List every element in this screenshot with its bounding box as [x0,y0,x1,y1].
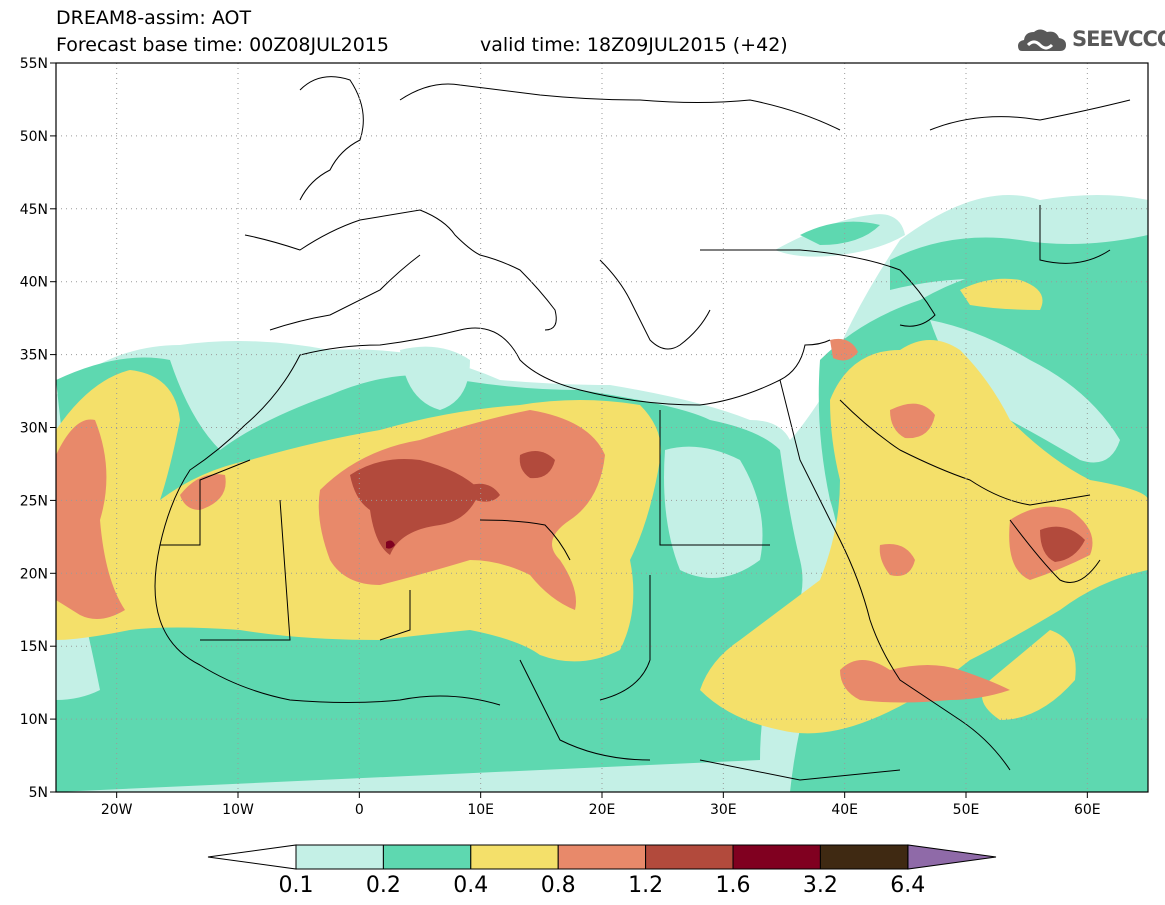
colorbar-swatch [645,844,734,870]
grid-lines [56,63,1148,792]
colorbar-swatch [557,844,647,870]
lon-label: 20W [101,802,133,818]
colorbar-level-label: 0.1 [279,873,314,898]
colorbar-swatch [819,844,909,870]
colorbar-swatch [382,844,472,870]
colorbar: 0.1 0.2 0.4 0.8 1.2 1.6 3.2 6.4 [207,844,997,898]
map-title: DREAM8-assim: AOT [56,7,252,29]
lat-label: 40N [20,275,48,291]
colorbar-level-label: 0.8 [541,873,576,898]
aot-level-1-6 [386,540,395,549]
colorbar-swatch [470,844,559,870]
lon-label: 10E [467,802,494,818]
lon-label: 40E [831,802,858,818]
lat-label: 5N [29,785,48,801]
lat-label: 15N [20,639,48,655]
lat-label: 20N [20,566,48,582]
colorbar-level-label: 1.6 [716,873,751,898]
lat-label: 35N [20,348,48,364]
longitude-labels: 20W 10W 0 10E 20E 30E 40E 50E 60E [101,802,1101,818]
valid-time: valid time: 18Z09JUL2015 (+42) [480,34,788,56]
lat-label: 50N [20,129,48,145]
colorbar-low-arrow [207,844,297,870]
colorbar-swatch [732,844,821,870]
colorbar-swatch [295,844,384,870]
latitude-labels: 55N 50N 45N 40N 35N 30N 25N 20N 15N 10N 5N [20,56,48,801]
logo-text: SEEVCCC [1072,27,1165,51]
colorbar-level-label: 3.2 [803,873,838,898]
lon-label: 10W [222,802,254,818]
lat-label: 55N [20,56,48,72]
lat-label: 45N [20,202,48,218]
aot-level-1-2 [350,451,1085,562]
colorbar-high-arrow [907,844,997,870]
colorbar-level-label: 1.2 [628,873,663,898]
forecast-base-time: Forecast base time: 00Z08JUL2015 [56,34,389,56]
colorbar-level-label: 0.2 [366,873,401,898]
lon-label: 30E [710,802,737,818]
lon-label: 50E [953,802,980,818]
lat-label: 30N [20,421,48,437]
seevccc-logo: SEEVCCC [1016,24,1165,58]
lon-label: 20E [589,802,616,818]
lat-label: 25N [20,493,48,509]
lon-label: 60E [1074,802,1101,818]
lat-label: 10N [20,712,48,728]
colorbar-level-label: 6.4 [890,873,925,898]
lon-label: 0 [355,802,364,818]
cloud-icon [1018,29,1066,51]
axis-ticks [50,62,1088,798]
coastlines [154,76,1131,781]
colorbar-level-label: 0.4 [453,873,488,898]
